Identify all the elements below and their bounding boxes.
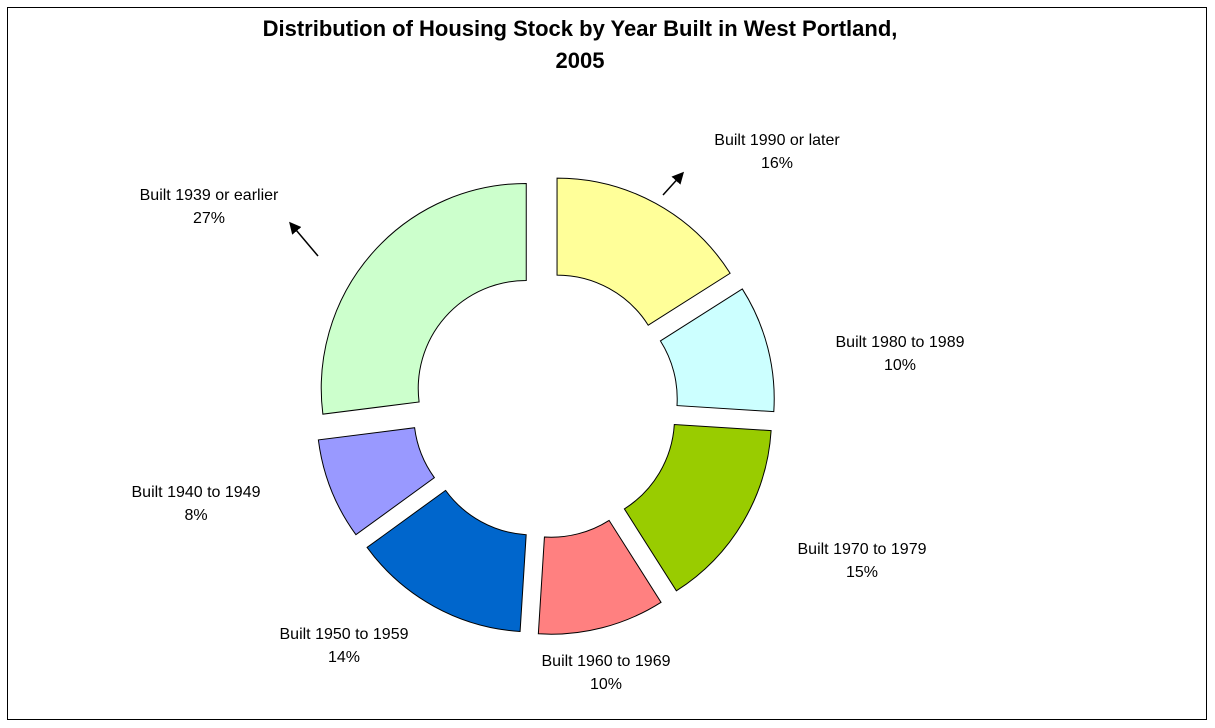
chart-title: Distribution of Housing Stock by Year Bu… [263, 16, 898, 41]
donut-slice [366, 489, 527, 633]
slice-value-label: 10% [590, 676, 622, 693]
leader-arrow [662, 171, 685, 196]
slice-label: Built 1960 to 1969 [542, 653, 671, 670]
leader-arrow [289, 221, 319, 257]
slice-value-label: 14% [328, 649, 360, 666]
slice-label: Built 1990 or later [714, 132, 840, 149]
slice-label: Built 1950 to 1959 [280, 626, 409, 643]
slice-label: Built 1980 to 1989 [836, 334, 965, 351]
donut-slice [537, 519, 662, 635]
donut-slice [623, 423, 772, 592]
donut-slice [659, 288, 775, 413]
slice-value-label: 10% [884, 357, 916, 374]
chart-title: 2005 [556, 48, 605, 73]
slice-value-label: 16% [761, 155, 793, 172]
donut-slice [556, 177, 731, 326]
slice-label: Built 1970 to 1979 [798, 541, 927, 558]
donut-slice [320, 182, 527, 415]
slice-value-label: 15% [846, 564, 878, 581]
donut-slice [317, 427, 436, 536]
slice-label: Built 1939 or earlier [140, 187, 279, 204]
slice-label: Built 1940 to 1949 [132, 484, 261, 501]
slice-value-label: 27% [193, 210, 225, 227]
slice-value-label: 8% [184, 507, 207, 524]
